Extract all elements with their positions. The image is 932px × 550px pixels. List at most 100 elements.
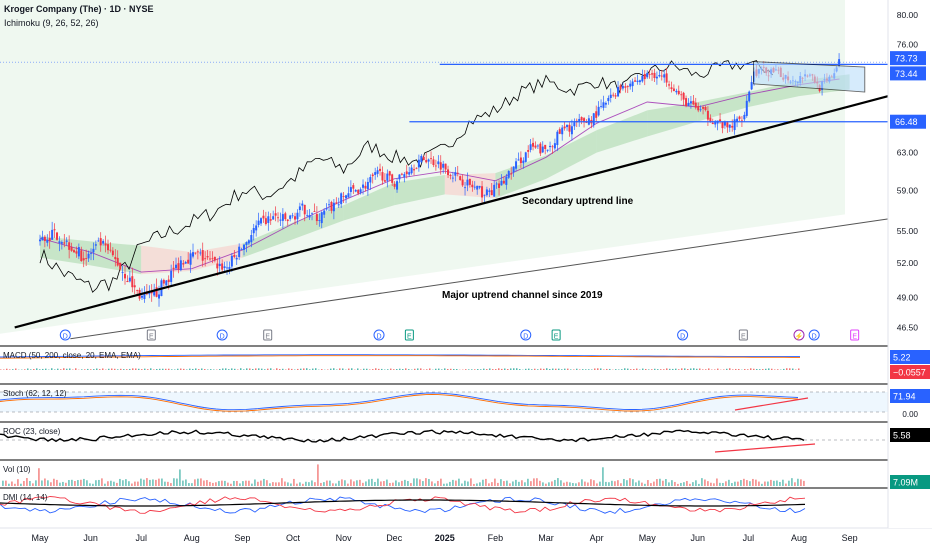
candle-body: [189, 253, 192, 265]
macd-histogram-bar: [579, 369, 581, 370]
candle-body: [682, 92, 685, 100]
macd-histogram-bar: [42, 368, 44, 370]
macd-histogram-bar: [348, 368, 350, 370]
volume-bar: [128, 481, 130, 486]
volume-bar: [191, 483, 193, 486]
volume-bar: [122, 480, 124, 486]
candle-body: [473, 186, 476, 188]
candle-body: [267, 216, 270, 223]
macd-histogram-bar: [258, 368, 260, 370]
candle-body: [740, 120, 743, 122]
macd-histogram-bar: [372, 369, 374, 370]
macd-histogram-bar: [30, 369, 32, 370]
macd-histogram-bar: [561, 369, 563, 370]
candle-body: [381, 172, 384, 181]
volume-bar: [752, 478, 754, 486]
macd-histogram-bar: [636, 368, 638, 370]
volume-bar: [611, 480, 613, 486]
candle-body: [311, 212, 314, 214]
candle-body: [386, 173, 389, 181]
macd-histogram-bar: [567, 368, 569, 370]
volume-bar: [746, 480, 748, 486]
candle-body: [243, 244, 246, 250]
volume-bar: [44, 478, 46, 486]
volume-bar: [329, 480, 331, 486]
volume-bar: [608, 482, 610, 486]
volume-bar: [65, 482, 67, 486]
macd-histogram-bar: [0, 369, 2, 370]
macd-histogram-bar: [117, 369, 119, 370]
candle-body: [92, 248, 95, 253]
volume-bar: [413, 478, 415, 486]
candle-body: [454, 172, 457, 176]
macd-histogram-bar: [585, 369, 587, 370]
macd-histogram-bar: [492, 369, 494, 370]
volume-bar: [125, 479, 127, 486]
volume-bar: [557, 478, 559, 486]
volume-bar: [290, 483, 292, 486]
macd-histogram-bar: [114, 368, 116, 370]
volume-bar: [470, 478, 472, 486]
macd-histogram-bar: [69, 368, 71, 370]
macd-histogram-bar: [447, 368, 449, 370]
candle-body: [165, 280, 168, 286]
candle-body: [73, 250, 76, 253]
stoch-d-line: [0, 394, 799, 412]
candle-body: [597, 106, 600, 116]
macd-histogram-bar: [540, 368, 542, 370]
volume-bar: [779, 481, 781, 486]
volume-bar: [695, 480, 697, 486]
volume-bar: [593, 480, 595, 486]
candle-body: [43, 236, 46, 242]
candle-body: [347, 193, 350, 198]
macd-histogram-bar: [36, 368, 38, 370]
candle-body: [252, 227, 255, 234]
event-marker-earnings: [146, 329, 156, 341]
candle-body: [107, 244, 110, 251]
candle-body: [153, 290, 156, 296]
macd-histogram-bar: [798, 368, 800, 370]
macd-histogram-bar: [756, 368, 758, 370]
candle-body: [230, 255, 233, 267]
candle-body: [711, 122, 714, 125]
event-marker-earnings: [263, 329, 273, 341]
price-badge-label: 66.48: [895, 117, 918, 127]
volume-bar: [236, 480, 238, 486]
volume-bar: [530, 481, 532, 486]
volume-bar: [713, 483, 715, 486]
volume-bar: [371, 478, 373, 486]
candle-body: [342, 196, 345, 197]
macd-histogram-bar: [783, 368, 785, 370]
stoch-divergence-arrow: [734, 397, 809, 411]
event-marker-dividend: [793, 329, 805, 341]
candle-body: [124, 273, 127, 279]
macd-histogram-bar: [54, 369, 56, 370]
macd-histogram-bar: [129, 368, 131, 370]
candle-body: [366, 181, 369, 190]
volume-bar: [59, 482, 61, 486]
candle-body: [544, 144, 547, 149]
candle-body: [56, 232, 59, 240]
macd-histogram-bar: [414, 368, 416, 370]
volume-bar: [110, 480, 112, 486]
candle-body: [301, 203, 304, 206]
volume-bar: [725, 481, 727, 486]
volume-bar: [488, 483, 490, 486]
volume-bar: [668, 482, 670, 486]
candle-body: [289, 215, 292, 219]
candle-body: [102, 240, 105, 244]
volume-bar: [248, 480, 250, 486]
macd-histogram-bar: [135, 368, 137, 370]
volume-bar: [269, 483, 271, 486]
time-axis-label: Aug: [184, 533, 200, 543]
candle-body: [162, 279, 165, 284]
macd-histogram-bar: [213, 369, 215, 370]
volume-bar: [38, 468, 40, 486]
volume-bar: [143, 479, 145, 486]
macd-histogram-bar: [747, 369, 749, 370]
time-axis-label: Dec: [386, 533, 403, 543]
macd-histogram-bar: [627, 368, 629, 370]
volume-bar: [788, 480, 790, 486]
candle-body: [687, 102, 690, 106]
event-marker-label: D: [812, 334, 817, 341]
